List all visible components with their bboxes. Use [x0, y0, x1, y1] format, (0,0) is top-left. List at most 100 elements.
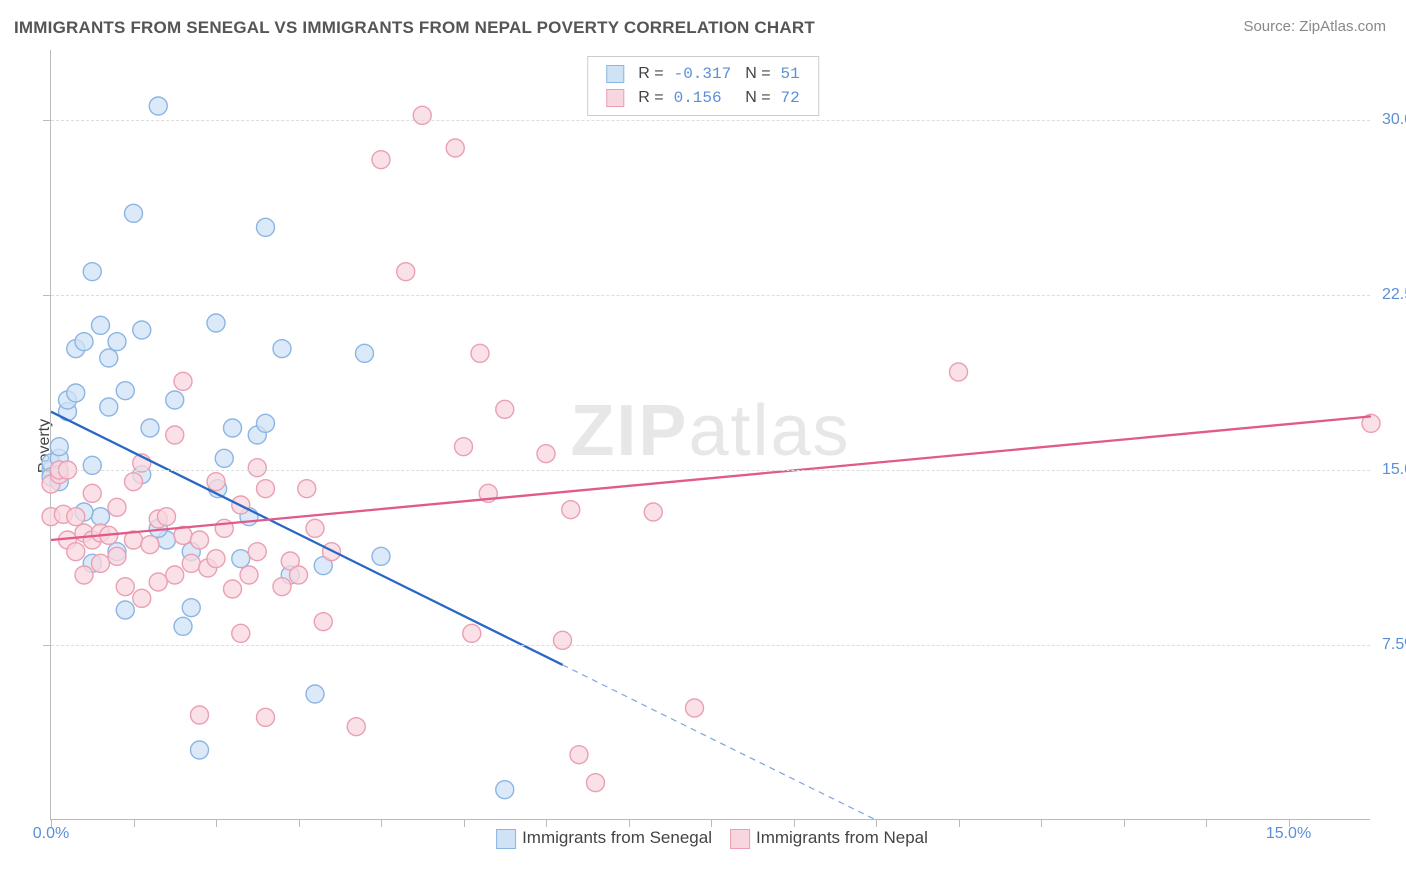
regression-line-extrapolated — [563, 665, 877, 820]
legend-n-val: 51 — [779, 63, 806, 85]
data-point — [570, 746, 588, 764]
data-point — [108, 333, 126, 351]
data-point — [158, 508, 176, 526]
data-point — [67, 384, 85, 402]
x-tick-mark — [381, 819, 382, 827]
data-point — [67, 508, 85, 526]
data-point — [133, 321, 151, 339]
data-point — [240, 566, 258, 584]
data-point — [446, 139, 464, 157]
data-point — [372, 547, 390, 565]
data-point — [257, 708, 275, 726]
data-point — [232, 624, 250, 642]
data-point — [248, 459, 266, 477]
legend-row: R =0.156N =72 — [600, 87, 806, 109]
data-point — [496, 781, 514, 799]
data-point — [100, 349, 118, 367]
gridline — [51, 645, 1370, 646]
data-point — [149, 573, 167, 591]
data-point — [356, 344, 374, 362]
legend-correlation-table: R =-0.317N =51R =0.156N =72 — [598, 61, 808, 111]
y-tick-label: 22.5% — [1382, 286, 1406, 304]
data-point — [397, 263, 415, 281]
data-point — [174, 617, 192, 635]
data-point — [455, 438, 473, 456]
data-point — [116, 382, 134, 400]
data-point — [248, 543, 266, 561]
data-point — [257, 218, 275, 236]
data-point — [537, 445, 555, 463]
data-point — [314, 613, 332, 631]
legend-correlation: R =-0.317N =51R =0.156N =72 — [587, 56, 819, 116]
data-point — [232, 550, 250, 568]
data-point — [306, 519, 324, 537]
legend-r-val: -0.317 — [672, 63, 738, 85]
data-point — [182, 599, 200, 617]
gridline — [51, 470, 1370, 471]
x-tick-mark — [299, 819, 300, 827]
x-tick-label: 0.0% — [33, 825, 69, 843]
legend-swatch — [730, 829, 750, 849]
data-point — [207, 550, 225, 568]
data-point — [141, 536, 159, 554]
data-point — [108, 498, 126, 516]
data-point — [207, 314, 225, 332]
chart-title: IMMIGRANTS FROM SENEGAL VS IMMIGRANTS FR… — [14, 18, 815, 38]
legend-n-key: N = — [739, 87, 776, 109]
source-attribution: Source: ZipAtlas.com — [1243, 18, 1386, 35]
y-tick-mark — [43, 120, 51, 121]
data-point — [67, 543, 85, 561]
data-point — [92, 316, 110, 334]
legend-series: Immigrants from Senegal Immigrants from N… — [478, 828, 928, 849]
data-point — [125, 473, 143, 491]
data-point — [463, 624, 481, 642]
x-tick-mark — [134, 819, 135, 827]
data-point — [496, 400, 514, 418]
legend-r-key: R = — [632, 63, 669, 85]
data-point — [298, 480, 316, 498]
x-tick-mark — [1206, 819, 1207, 827]
legend-row: R =-0.317N =51 — [600, 63, 806, 85]
data-point — [133, 589, 151, 607]
data-point — [116, 601, 134, 619]
x-tick-mark — [216, 819, 217, 827]
data-point — [92, 508, 110, 526]
data-point — [413, 106, 431, 124]
gridline — [51, 120, 1370, 121]
legend-r-val: 0.156 — [672, 87, 738, 109]
data-point — [75, 333, 93, 351]
data-point — [125, 204, 143, 222]
data-point — [257, 480, 275, 498]
data-point — [562, 501, 580, 519]
data-point — [347, 718, 365, 736]
x-tick-mark — [1124, 819, 1125, 827]
data-point — [273, 340, 291, 358]
data-point — [108, 547, 126, 565]
legend-label: Immigrants from Nepal — [756, 828, 928, 847]
legend-swatch — [606, 65, 624, 83]
data-point — [83, 456, 101, 474]
data-point — [587, 774, 605, 792]
data-point — [257, 414, 275, 432]
data-point — [224, 580, 242, 598]
x-tick-mark — [876, 819, 877, 827]
data-point — [166, 426, 184, 444]
x-tick-mark — [464, 819, 465, 827]
data-point — [149, 97, 167, 115]
data-point — [166, 566, 184, 584]
data-point — [182, 554, 200, 572]
gridline — [51, 295, 1370, 296]
data-point — [166, 391, 184, 409]
data-point — [191, 741, 209, 759]
chart-container: IMMIGRANTS FROM SENEGAL VS IMMIGRANTS FR… — [0, 0, 1406, 892]
data-point — [950, 363, 968, 381]
data-point — [471, 344, 489, 362]
data-point — [215, 449, 233, 467]
plot-svg — [51, 50, 1371, 820]
legend-n-key: N = — [739, 63, 776, 85]
data-point — [306, 685, 324, 703]
legend-n-val: 72 — [779, 87, 806, 109]
legend-label: Immigrants from Senegal — [522, 828, 712, 847]
data-point — [92, 554, 110, 572]
data-point — [100, 398, 118, 416]
